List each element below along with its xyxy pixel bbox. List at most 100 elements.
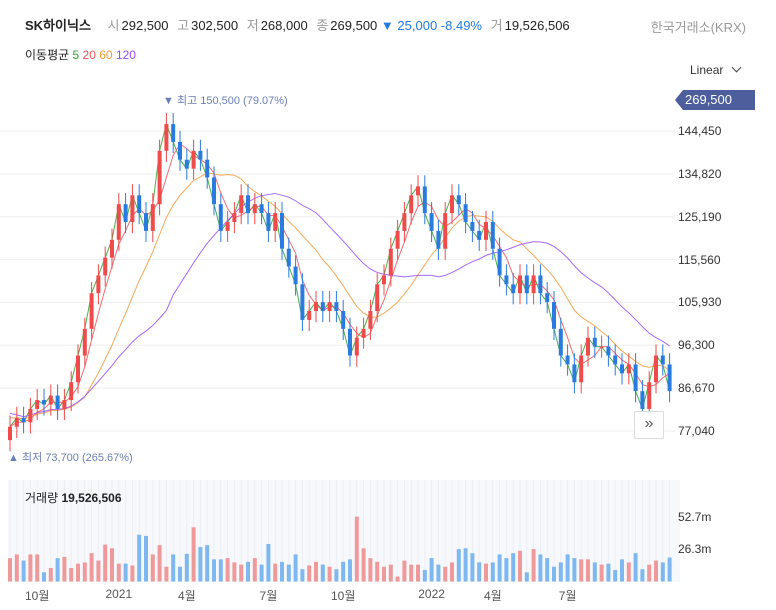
volume-bar xyxy=(443,566,448,582)
volume-bar xyxy=(606,563,611,582)
candle-body xyxy=(198,150,203,160)
ma-20[interactable]: 20 xyxy=(82,48,96,62)
candle-body xyxy=(14,417,19,427)
candle-body xyxy=(76,355,80,383)
volume-bar xyxy=(14,554,19,582)
change-value: 25,000 xyxy=(397,18,438,33)
volume-bar xyxy=(558,562,563,582)
volume-bar xyxy=(205,545,210,582)
candle-body xyxy=(327,302,332,312)
candle-body xyxy=(395,230,400,249)
volume-panel-value: 19,526,506 xyxy=(61,491,122,505)
ma-5[interactable]: 5 xyxy=(72,48,80,62)
moving-averages xyxy=(9,122,671,428)
volume-bar xyxy=(239,564,244,582)
price-tick-label: 134,820 xyxy=(678,166,722,181)
volume-bars xyxy=(8,516,672,582)
candle-body xyxy=(606,346,611,356)
ma-120[interactable]: 120 xyxy=(115,48,136,62)
candle-body xyxy=(361,328,366,338)
volume-bar xyxy=(89,553,94,582)
volume-bar xyxy=(82,562,87,582)
volume-bar xyxy=(429,558,434,582)
candle-body xyxy=(375,284,380,312)
ma-legend: 이동평균 5 20 60 120 xyxy=(25,46,136,63)
candle-body xyxy=(592,337,597,347)
candle-body xyxy=(35,400,40,409)
volume-bar xyxy=(490,562,495,582)
volume-bar xyxy=(150,554,155,582)
candle-body xyxy=(565,355,570,365)
volume-bar xyxy=(42,572,46,582)
candle-body xyxy=(572,364,577,383)
volume-bar xyxy=(633,553,638,582)
candle-body xyxy=(42,400,46,405)
volume-bar xyxy=(28,554,33,582)
candle-body xyxy=(273,213,278,231)
candle-body xyxy=(225,222,230,231)
candle-body xyxy=(354,337,359,356)
volume-bar xyxy=(293,554,298,582)
volume-bar xyxy=(409,564,414,582)
candle-body xyxy=(484,222,488,240)
volume-bar xyxy=(456,549,461,582)
volume-bar xyxy=(422,569,427,582)
volume-bar xyxy=(348,559,352,582)
volume-bar xyxy=(416,564,420,582)
volume-bar xyxy=(198,547,203,582)
scale-select-value: Linear xyxy=(690,63,724,77)
candle-body xyxy=(613,355,618,365)
volume-bar xyxy=(654,560,658,582)
scroll-to-latest-button[interactable]: » xyxy=(634,411,664,439)
volume-bar xyxy=(518,550,522,582)
candle-body xyxy=(246,195,250,214)
candle-body xyxy=(280,213,284,249)
scale-select[interactable]: Linear xyxy=(690,62,742,77)
volume-bar xyxy=(647,564,652,582)
candle-body xyxy=(184,159,189,169)
volume-bar xyxy=(191,527,196,582)
volume-bar xyxy=(307,565,312,582)
candle-body xyxy=(218,204,223,231)
candle-body xyxy=(232,213,237,223)
candle-body xyxy=(8,426,12,441)
volume-bar xyxy=(579,559,584,582)
volume-bar xyxy=(314,561,318,582)
candle-body xyxy=(558,328,563,356)
volume-bar xyxy=(667,557,672,582)
volume-bar xyxy=(171,554,176,582)
volume-bar xyxy=(477,562,482,582)
candle-body xyxy=(252,204,257,214)
candle-body xyxy=(55,395,60,409)
volume-bar xyxy=(402,560,407,582)
volume-bar xyxy=(320,564,325,582)
volume-bar xyxy=(660,562,665,582)
price-tick-label: 96,300 xyxy=(678,338,715,353)
volume-bar xyxy=(103,544,108,582)
volume-bar xyxy=(545,558,550,582)
candle-body xyxy=(178,141,182,160)
volume-bar xyxy=(341,561,346,582)
candle-body xyxy=(239,195,244,214)
candle-body xyxy=(443,213,448,249)
volume-label: 거 xyxy=(490,18,503,33)
volume-bar xyxy=(62,556,67,582)
volume-bar xyxy=(524,572,529,582)
volume-bar xyxy=(450,562,454,582)
open-value: 292,500 xyxy=(121,18,169,33)
volume-bar xyxy=(327,566,332,582)
candle-body xyxy=(647,382,652,409)
price-tick-label: 125,190 xyxy=(678,209,722,224)
volume-bar xyxy=(178,566,182,582)
high-value: 302,500 xyxy=(191,18,239,33)
volume-bar xyxy=(8,558,12,582)
ma-60[interactable]: 60 xyxy=(99,48,113,62)
volume-bar xyxy=(286,564,291,582)
volume-bar xyxy=(620,559,624,582)
candle-body xyxy=(477,230,482,240)
candle-body xyxy=(436,230,441,249)
candle-body xyxy=(416,186,420,196)
candle-body xyxy=(524,275,529,294)
volume-bar xyxy=(361,548,366,582)
